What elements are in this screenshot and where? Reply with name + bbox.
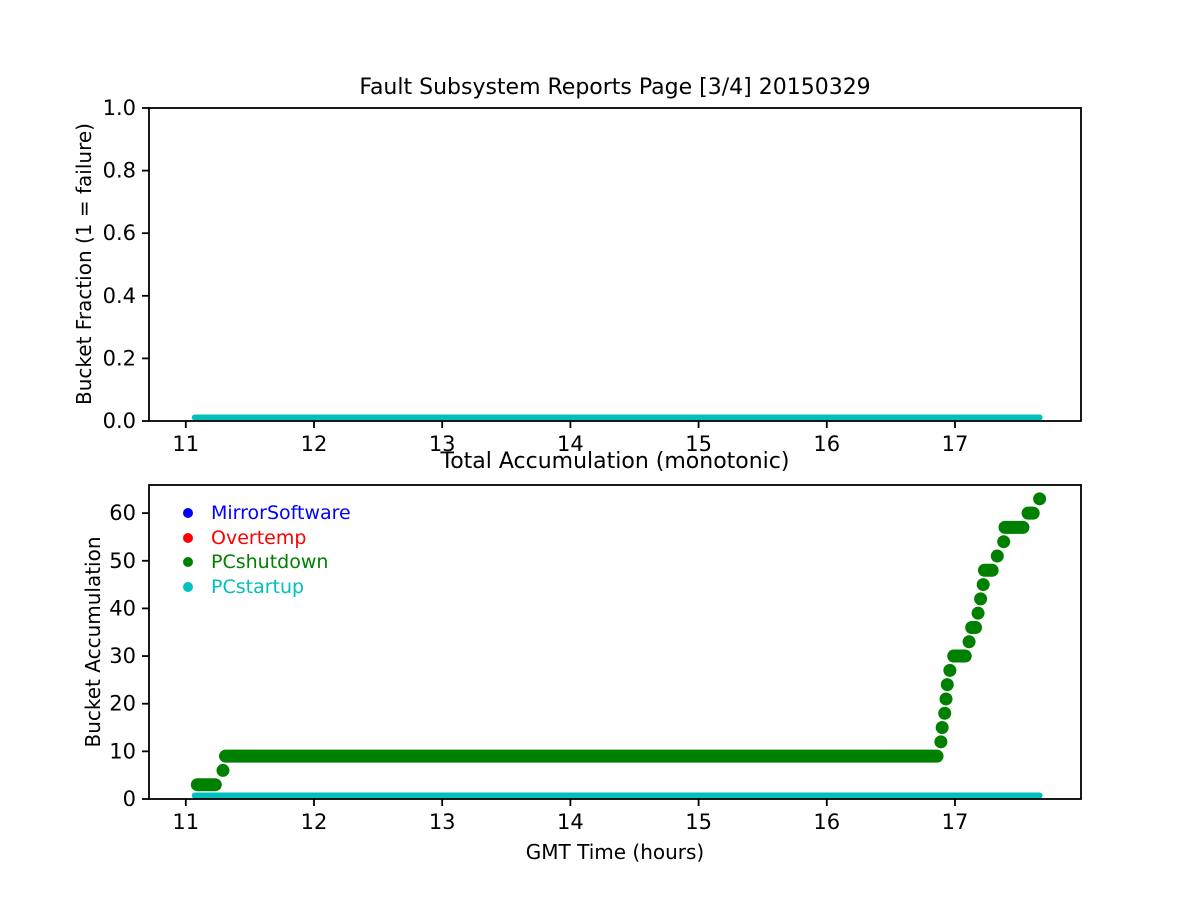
top-y-axis-label: Bucket Fraction (1 = failure) xyxy=(72,123,96,405)
bottom-y-axis-label: Bucket Accumulation xyxy=(81,536,105,748)
series-point-PCshutdown xyxy=(943,663,957,677)
legend-marker-icon xyxy=(183,581,193,592)
series-point-PCshutdown xyxy=(938,706,952,720)
x-tick-label: 12 xyxy=(301,432,328,456)
series-point-PCshutdown xyxy=(940,678,954,692)
legend-item-PCstartup: PCstartup xyxy=(183,575,304,599)
x-tick-label: 13 xyxy=(429,432,456,456)
x-tick-label: 16 xyxy=(813,810,840,834)
bottom-axes-total-accumulation: 11 12 13 14 15 16 17 0 10 20 30 40 50 60 xyxy=(109,484,1082,834)
legend-item-PCshutdown: PCshutdown xyxy=(183,550,328,574)
legend-label: MirrorSoftware xyxy=(211,502,351,524)
x-axis-label: GMT Time (hours) xyxy=(525,840,705,864)
x-tick-label: 15 xyxy=(685,432,712,456)
legend-label: Overtemp xyxy=(211,526,307,549)
x-tick-label: 17 xyxy=(942,432,969,456)
y-tick-label: 20 xyxy=(109,692,136,716)
y-tick-label: 30 xyxy=(109,644,136,668)
y-tick-label: 0.0 xyxy=(103,409,136,433)
series-point-PCshutdown xyxy=(962,635,976,649)
y-tick-label: 50 xyxy=(109,549,136,573)
y-tick-label: 40 xyxy=(109,596,136,620)
axes-frame xyxy=(148,107,1082,422)
legend-label: PCstartup xyxy=(211,575,305,598)
y-tick-label: 0 xyxy=(123,787,136,811)
series-point-PCshutdown xyxy=(1033,492,1047,506)
y-tick-label: 0.4 xyxy=(103,284,136,308)
y-tick-label: 10 xyxy=(109,739,136,763)
y-tick-label: 1.0 xyxy=(103,96,136,120)
series-point-PCshutdown xyxy=(935,721,949,735)
y-tick-label: 0.8 xyxy=(103,159,136,183)
legend-item-MirrorSoftware: MirrorSoftware xyxy=(183,501,351,525)
x-tick-label: 14 xyxy=(557,432,584,456)
x-tick-label: 13 xyxy=(429,810,456,834)
x-tick-label: 11 xyxy=(172,810,199,834)
legend-label: PCshutdown xyxy=(211,551,329,573)
series-point-PCshutdown xyxy=(974,592,988,606)
y-tick-label: 0.6 xyxy=(103,221,136,245)
bottom-chart-title: Total Accumulation (monotonic) xyxy=(440,449,790,474)
series-point-PCshutdown xyxy=(939,692,953,706)
series-point-PCshutdown xyxy=(976,578,990,592)
legend-marker-icon xyxy=(183,508,193,518)
x-tick-label: 12 xyxy=(301,810,328,834)
x-tick-label: 15 xyxy=(685,810,712,834)
series-point-PCshutdown xyxy=(990,549,1004,563)
x-tick-label: 17 xyxy=(942,810,969,834)
legend-marker-icon xyxy=(183,532,193,543)
legend-marker-icon xyxy=(183,557,193,567)
top-axes-fault-fraction: 11 12 13 14 15 16 17 0.0 0.2 0.4 0.6 0.8 1.0 xyxy=(103,96,1082,456)
axes-frame xyxy=(148,484,1082,800)
y-tick-label: 60 xyxy=(109,501,136,525)
legend-item-Overtemp: Overtemp xyxy=(183,526,306,550)
x-tick-label: 14 xyxy=(557,810,584,834)
series-point-PCshutdown xyxy=(971,606,985,620)
main-chart-title: Fault Subsystem Reports Page [3/4] 20150… xyxy=(359,75,871,100)
series-point-PCshutdown xyxy=(934,735,948,749)
y-tick-label: 0.2 xyxy=(103,346,136,370)
x-tick-label: 11 xyxy=(172,432,199,456)
series-point-PCshutdown xyxy=(997,535,1011,549)
series-point-PCshutdown xyxy=(216,763,230,777)
x-tick-label: 16 xyxy=(813,432,840,456)
